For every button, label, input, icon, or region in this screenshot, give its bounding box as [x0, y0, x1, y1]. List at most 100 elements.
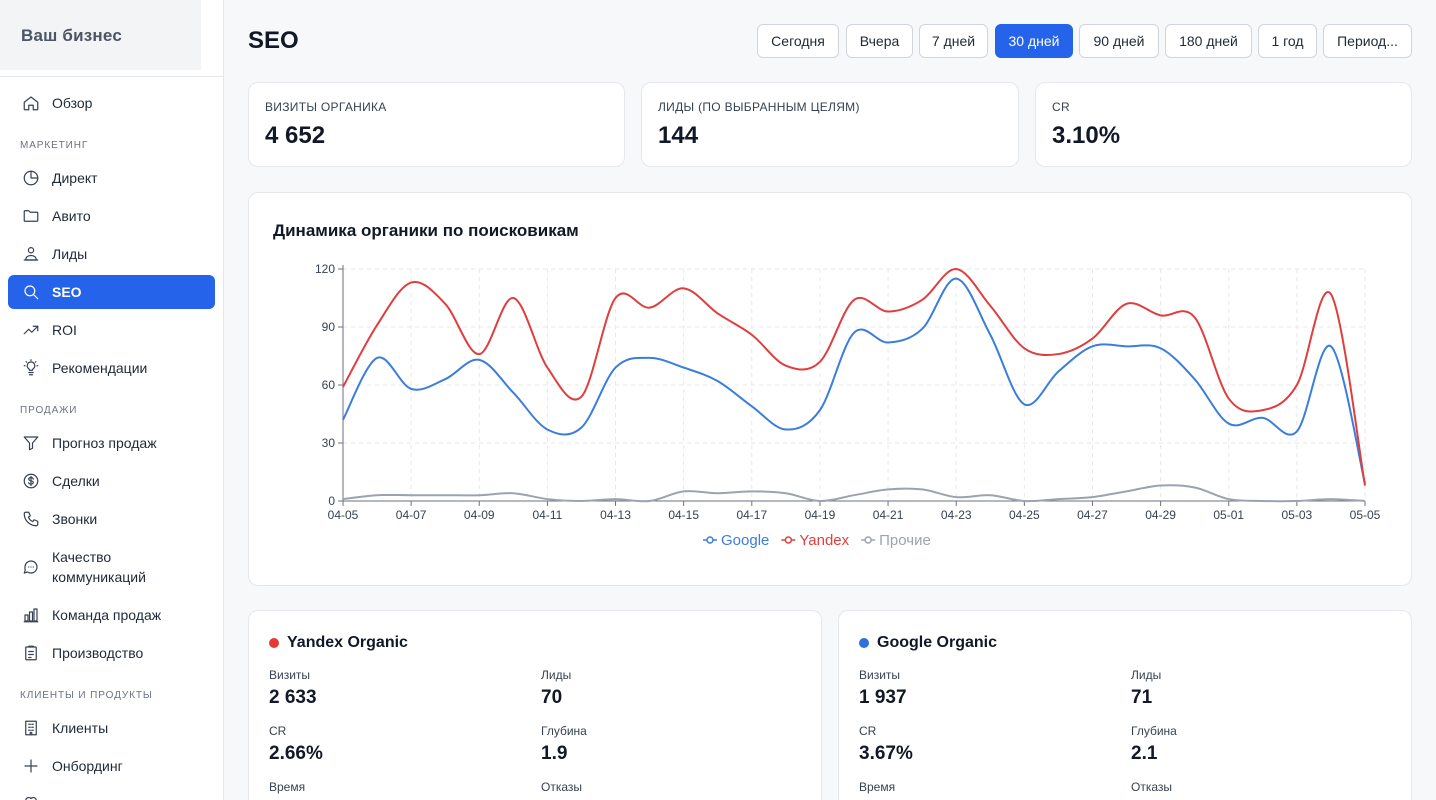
y-tick-label: 120	[315, 262, 335, 276]
sidebar-item-label: Производство	[52, 645, 144, 661]
kpi-label: CR	[1052, 100, 1070, 114]
series-line-yandex	[342, 268, 1366, 486]
metric-value: 2.1	[1131, 743, 1158, 764]
sidebar-item-label: Рекомендации	[52, 360, 148, 376]
kpi-label: ВИЗИТЫ ОРГАНИКА	[265, 100, 387, 114]
sidebar-item-label: Прогноз продаж	[52, 435, 157, 451]
sidebar-item-comm-quality[interactable]: Качество коммуникаций	[8, 545, 215, 589]
trending-up-icon	[22, 321, 40, 339]
series-line-прочие	[342, 484, 1366, 503]
sidebar-item-label: Сделки	[52, 473, 100, 489]
x-tick-label: 04-21	[873, 508, 904, 522]
sidebar-item-direct[interactable]: Директ	[8, 161, 215, 195]
x-tick-label: 04-27	[1077, 508, 1108, 522]
x-tick-label: 04-05	[328, 508, 359, 522]
sidebar-item-leads[interactable]: Лиды	[8, 237, 215, 271]
sidebar-item-label: Директ	[52, 170, 98, 186]
metric-label: Визиты	[269, 668, 311, 682]
x-tick-label: 04-13	[600, 508, 631, 522]
sidebar-item-avito[interactable]: Авито	[8, 199, 215, 233]
sidebar-item-seo[interactable]: SEO	[8, 275, 215, 309]
x-tick-label: 05-05	[1350, 508, 1381, 522]
sidebar-item-clients[interactable]: Клиенты	[8, 711, 215, 745]
line-chart: 0 30 60 90 120 04-05 04-07 04-09 04-11 04-13 04-15…	[315, 262, 1381, 549]
period-button-custom[interactable]: Период...	[1323, 24, 1412, 58]
source-color-dot	[269, 638, 279, 648]
metric-label: Отказы	[541, 780, 583, 794]
period-button-30-days[interactable]: 30 дней	[995, 24, 1073, 58]
kpi-card-cr: CR 3.10%	[1035, 82, 1412, 167]
kpi-value: 144	[658, 122, 699, 149]
metric-label: Глубина	[1131, 724, 1177, 738]
pie-chart-icon	[22, 169, 40, 187]
sidebar-item-label: Онбординг	[52, 758, 123, 774]
metric-value: 3.67%	[859, 743, 913, 764]
sidebar-item-label: Звонки	[52, 511, 98, 527]
sidebar-item-recommendations[interactable]: Рекомендации	[8, 351, 215, 385]
sidebar-item-calls[interactable]: Звонки	[8, 502, 215, 536]
lightbulb-icon	[22, 359, 40, 377]
sidebar-item-onboarding[interactable]: Онбординг	[8, 749, 215, 783]
phone-icon	[22, 510, 40, 528]
kpi-card-visits: ВИЗИТЫ ОРГАНИКА 4 652	[248, 82, 625, 167]
metric-label: Время	[859, 780, 896, 794]
section-clients: КЛИЕНТЫ И ПРОДУКТЫ	[20, 690, 153, 701]
source-title: Google Organic	[877, 634, 998, 651]
kpi-label: ЛИДЫ (ПО ВЫБРАННЫМ ЦЕЛЯМ)	[658, 100, 860, 114]
metric-value: 2.66%	[269, 743, 323, 764]
period-button-yesterday[interactable]: Вчера	[846, 24, 913, 58]
period-button-1-year[interactable]: 1 год	[1258, 24, 1317, 58]
sidebar-item-sales-team[interactable]: Команда продаж	[8, 598, 215, 632]
metric-label: Глубина	[541, 724, 587, 738]
divider	[0, 76, 223, 77]
metric-value: 70	[541, 687, 563, 708]
legend-label: Google	[721, 532, 769, 549]
period-button-90-days[interactable]: 90 дней	[1079, 24, 1159, 58]
brand-name[interactable]: Ваш бизнес	[21, 26, 122, 45]
kpi-value: 3.10%	[1052, 122, 1121, 149]
y-tick-label: 60	[322, 378, 336, 392]
heart-icon	[22, 793, 40, 800]
brand-box	[0, 0, 201, 70]
source-title: Yandex Organic	[287, 634, 408, 651]
x-tick-label: 04-11	[532, 508, 562, 522]
folder-icon	[22, 207, 40, 225]
sidebar-item-more[interactable]	[8, 785, 215, 800]
period-button-7-days[interactable]: 7 дней	[919, 24, 988, 58]
sidebar-item-production[interactable]: Производство	[8, 636, 215, 670]
building-icon	[22, 719, 40, 737]
y-tick-label: 90	[322, 320, 336, 334]
sidebar: Ваш бизнес Обзор МАРКЕТИНГ Директ Авито …	[0, 0, 224, 800]
sidebar-item-label: ROI	[52, 322, 77, 338]
metric-value: 1 937	[859, 687, 907, 708]
x-tick-label: 04-07	[396, 508, 427, 522]
metric-label: Лиды	[541, 668, 572, 682]
period-button-180-days[interactable]: 180 дней	[1165, 24, 1252, 58]
chat-bubble-icon	[22, 558, 40, 576]
kpi-card-leads: ЛИДЫ (ПО ВЫБРАННЫМ ЦЕЛЯМ) 144	[641, 82, 1019, 167]
x-tick-label: 05-03	[1282, 508, 1313, 522]
sidebar-item-roi[interactable]: ROI	[8, 313, 215, 347]
x-tick-label: 04-23	[941, 508, 972, 522]
x-tick-label: 04-09	[464, 508, 495, 522]
sidebar-item-deals[interactable]: Сделки	[8, 464, 215, 498]
kpi-value: 4 652	[265, 122, 326, 149]
sidebar-item-label: Команда продаж	[52, 607, 162, 623]
metric-label: Визиты	[859, 668, 901, 682]
home-icon	[22, 94, 40, 112]
clipboard-icon	[22, 644, 40, 662]
x-tick-label: 04-15	[668, 508, 699, 522]
sidebar-item-label: Обзор	[52, 95, 93, 111]
legend-marker	[784, 536, 793, 544]
sidebar-item-forecast[interactable]: Прогноз продаж	[8, 426, 215, 460]
source-color-dot	[859, 638, 869, 648]
period-button-today[interactable]: Сегодня	[757, 24, 839, 58]
dollar-circle-icon	[22, 472, 40, 490]
sidebar-item-label: Качество коммуникаций	[52, 549, 146, 585]
section-marketing: МАРКЕТИНГ	[20, 140, 89, 151]
sidebar-item-overview[interactable]: Обзор	[8, 86, 215, 120]
sidebar-item-label: SEO	[52, 284, 82, 300]
y-tick-label: 30	[322, 436, 336, 450]
metric-value: 71	[1131, 687, 1153, 708]
metric-value: 2 633	[269, 687, 317, 708]
